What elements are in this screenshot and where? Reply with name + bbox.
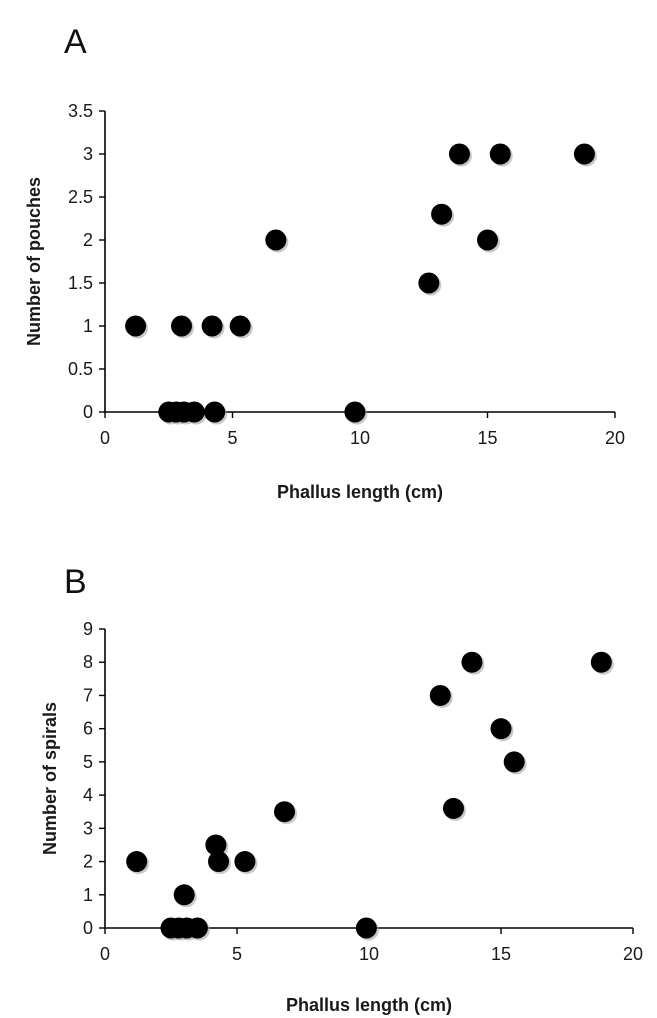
data-point — [126, 851, 148, 873]
panel-label: A — [64, 23, 87, 61]
data-point — [429, 684, 451, 706]
data-point — [173, 884, 195, 906]
x-tick-label: 5 — [227, 428, 237, 448]
data-point — [355, 917, 377, 939]
y-tick-label: 9 — [83, 619, 93, 639]
x-tick-label: 20 — [623, 944, 643, 964]
y-tick-label: 1 — [83, 885, 93, 905]
data-point — [448, 143, 470, 165]
data-point — [274, 801, 296, 823]
y-tick-label: 6 — [83, 719, 93, 739]
panel-a: A 0 0.5 1 1.5 2 2.5 3 3.5 0 5 10 15 20 Phallus length … — [24, 23, 625, 502]
x-tick-label: 0 — [100, 944, 110, 964]
panel-b: B 0 1 2 3 4 5 6 7 8 9 0 5 10 15 20 Phallus length (cm) Nu… — [40, 563, 643, 1015]
panel-label: B — [64, 563, 87, 601]
y-tick-label: 1.5 — [68, 273, 93, 293]
data-point — [418, 272, 440, 294]
y-tick-label: 2.5 — [68, 187, 93, 207]
x-tick-label: 10 — [359, 944, 379, 964]
x-tick-label: 15 — [477, 428, 497, 448]
data-point — [442, 797, 464, 819]
y-tick-label: 2 — [83, 852, 93, 872]
y-axis-title: Number of spirals — [40, 702, 60, 855]
data-point — [201, 315, 223, 337]
y-tick-label: 3.5 — [68, 101, 93, 121]
data-point — [461, 651, 483, 673]
data-point — [344, 401, 366, 423]
x-tick-label: 10 — [350, 428, 370, 448]
data-point — [171, 315, 192, 337]
data-point — [265, 229, 287, 251]
y-tick-label: 3 — [83, 144, 93, 164]
y-tick-label: 0.5 — [68, 359, 93, 379]
data-point — [183, 401, 205, 423]
data-point — [205, 834, 227, 856]
data-point — [490, 718, 512, 740]
y-tick-label: 3 — [83, 818, 93, 838]
data-point — [186, 917, 208, 939]
x-tick-label: 15 — [491, 944, 511, 964]
data-point — [590, 651, 612, 673]
x-tick-label: 0 — [100, 428, 110, 448]
y-tick-label: 5 — [83, 752, 93, 772]
data-point — [431, 203, 453, 225]
data-point — [229, 315, 251, 337]
x-axis-title: Phallus length (cm) — [286, 995, 452, 1015]
y-tick-label: 8 — [83, 652, 93, 672]
x-tick-label: 20 — [605, 428, 625, 448]
y-tick-label: 4 — [83, 785, 93, 805]
data-point — [477, 229, 498, 251]
data-point — [234, 851, 256, 873]
y-tick-label: 1 — [83, 316, 93, 336]
y-tick-label: 0 — [83, 402, 93, 422]
data-point — [573, 143, 595, 165]
y-axis-title: Number of pouches — [24, 177, 44, 346]
y-tick-label: 0 — [83, 918, 93, 938]
data-point — [489, 143, 511, 165]
y-tick-label: 7 — [83, 685, 93, 705]
data-point — [125, 315, 147, 337]
data-point — [208, 851, 230, 873]
y-tick-label: 2 — [83, 230, 93, 250]
data-point — [503, 751, 525, 773]
x-axis-title: Phallus length (cm) — [277, 482, 443, 502]
x-tick-label: 5 — [232, 944, 242, 964]
data-point — [204, 401, 226, 423]
